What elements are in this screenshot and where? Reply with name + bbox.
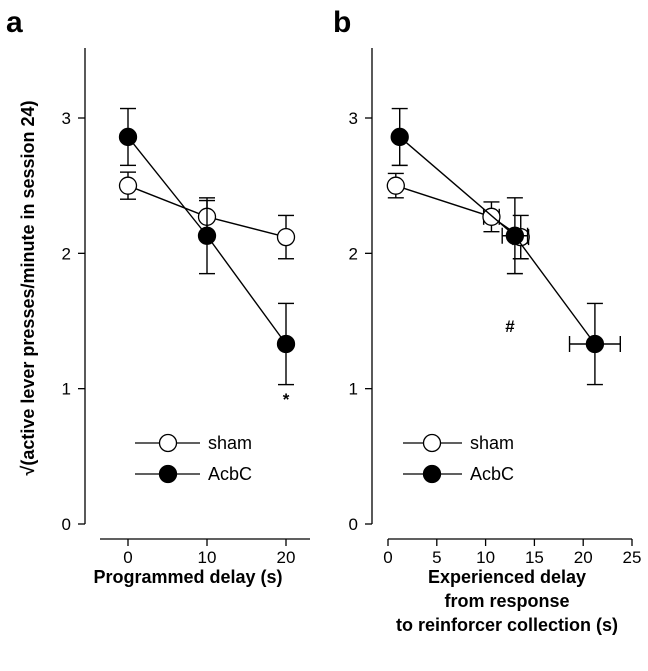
panel-a-series: * bbox=[118, 107, 296, 409]
panel-b-x-axis-title-line-1: from response bbox=[444, 591, 569, 611]
legend-b-sham-marker bbox=[422, 433, 442, 453]
panel-a-acbc-point-0 bbox=[118, 127, 138, 147]
panel-b-xtick-label-5: 5 bbox=[432, 548, 441, 567]
panel-b-acbc-line bbox=[399, 136, 596, 345]
panel-b-xtick-label-10: 10 bbox=[476, 548, 495, 567]
panel-b-acbc-point-0 bbox=[390, 127, 409, 147]
legend-a-sham-label: sham bbox=[208, 433, 252, 453]
panel-a-ytick-label-2: 2 bbox=[62, 244, 71, 263]
panel-b-ticks: 0 1 2 3 0 5 10 15 20 25 bbox=[349, 109, 642, 567]
panel-a-xtick-label-20: 20 bbox=[277, 548, 296, 567]
panel-b-ytick-label-1: 1 bbox=[349, 380, 358, 399]
legend-a-sham-marker bbox=[158, 433, 178, 453]
legend-a-acbc-label: AcbC bbox=[208, 464, 252, 484]
panel-a-x-axis-title-line-0: Programmed delay (s) bbox=[93, 567, 282, 587]
panel-a-acbc-point-2 bbox=[276, 334, 296, 354]
panel-a-annotation-0: * bbox=[283, 390, 290, 409]
panel-b-ytick-label-0: 0 bbox=[349, 515, 358, 534]
panel-a-letter: a bbox=[6, 6, 23, 39]
panel-b-x-axis-title: Experienced delay from response to reinfor… bbox=[396, 567, 618, 635]
panel-a-ytick-label-3: 3 bbox=[62, 109, 71, 128]
panel-a-sham-point-0 bbox=[118, 176, 138, 195]
panel-b-acbc-point-2 bbox=[585, 334, 605, 354]
panel-b: b 0 1 2 3 0 5 10 15 20 25 # Experienced delay from… bbox=[333, 6, 641, 635]
panel-b-xtick-label-0: 0 bbox=[383, 548, 392, 567]
panel-b-xtick-label-15: 15 bbox=[525, 548, 544, 567]
legend-b-acbc-marker bbox=[422, 464, 442, 484]
panel-b-acbc-point-1 bbox=[505, 226, 525, 245]
panel-a-ytick-label-0: 0 bbox=[62, 515, 71, 534]
panel-b-letter: b bbox=[333, 6, 351, 39]
panel-a: a 0 1 2 3 0 10 20 * Programmed delay (s) sham … bbox=[6, 6, 310, 587]
panel-b-x-axis-title-line-2: to reinforcer collection (s) bbox=[396, 615, 618, 635]
panel-b-sham-point-0 bbox=[386, 176, 405, 195]
panel-a-xtick-label-10: 10 bbox=[198, 548, 217, 567]
legend-a-acbc-marker bbox=[158, 464, 178, 484]
legend-b-acbc-label: AcbC bbox=[470, 464, 514, 484]
panel-b-ytick-label-2: 2 bbox=[349, 244, 358, 263]
panel-b-series: # bbox=[386, 107, 621, 386]
panel-b-ytick-label-3: 3 bbox=[349, 109, 358, 128]
panel-a-legend: sham AcbC bbox=[135, 433, 252, 484]
panel-b-annotation-0: # bbox=[505, 317, 515, 336]
panel-a-sham-point-2 bbox=[276, 227, 296, 247]
y-axis-title: √(active lever presses/minute in session… bbox=[18, 100, 38, 475]
panel-b-x-axis-title-line-0: Experienced delay bbox=[428, 567, 586, 587]
panel-b-xtick-label-20: 20 bbox=[574, 548, 593, 567]
panel-a-ytick-label-1: 1 bbox=[62, 380, 71, 399]
panel-b-legend: sham AcbC bbox=[403, 433, 514, 484]
panel-a-x-axis-title: Programmed delay (s) bbox=[93, 567, 282, 587]
panel-a-ticks: 0 1 2 3 0 10 20 bbox=[62, 109, 296, 567]
panel-a-xtick-label-0: 0 bbox=[123, 548, 132, 567]
legend-b-sham-label: sham bbox=[470, 433, 514, 453]
panel-b-xtick-label-25: 25 bbox=[623, 548, 642, 567]
panel-a-acbc-point-1 bbox=[197, 226, 217, 245]
